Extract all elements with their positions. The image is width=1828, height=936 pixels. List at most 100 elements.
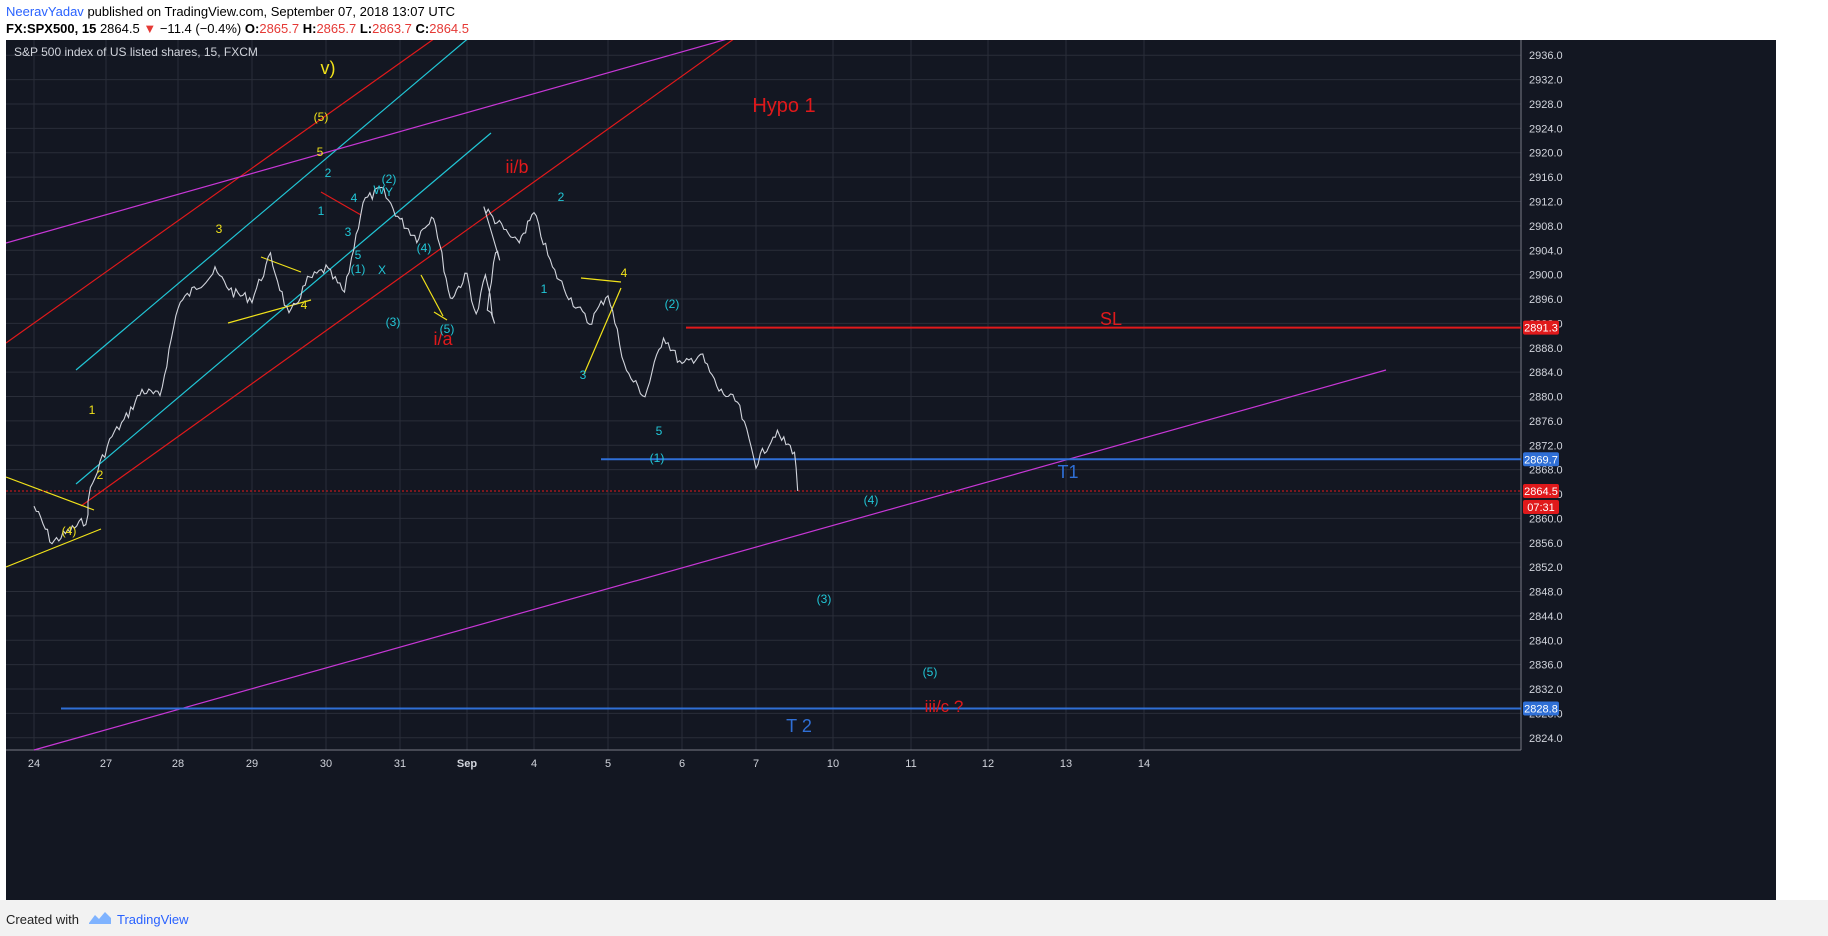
wave-annotation: (2) [665,297,680,311]
price-label-box [1523,499,1559,514]
y-tick-label: 2904.0 [1529,245,1563,257]
y-tick-label: 2884.0 [1529,367,1563,379]
high-value: 2865.7 [316,21,357,36]
wave-annotation: 5 [317,145,324,159]
wave-annotation: 3 [216,222,223,236]
wave-annotation: v) [321,58,336,78]
magenta-line-lower [33,369,1387,751]
close-value: 2864.5 [429,21,469,36]
y-tick-label: 2832.0 [1529,684,1563,696]
y-tick-label: 2836.0 [1529,660,1563,672]
y-tick-label: 2936.0 [1529,50,1563,62]
cyan-channel-upper [75,35,472,371]
y-tick-label: 2920.0 [1529,148,1563,160]
x-tick-label: 24 [28,758,40,770]
low-value: 2863.7 [372,21,412,36]
y-tick-label: 2852.0 [1529,562,1563,574]
x-tick-label: 7 [753,758,759,770]
level-label-t1: T1 [1057,462,1078,482]
wave-annotation: (4) [62,524,77,538]
yellow-wedge-3a [580,277,622,283]
high-label: H: [302,21,317,36]
x-tick-label: 4 [531,758,537,770]
wave-annotation: (4) [864,493,879,507]
red-channel-lower [80,35,739,507]
wave-annotation: (1) [650,451,665,465]
wave-annotation: (2) [382,172,397,186]
wave-annotation: 2 [325,166,332,180]
chart-area[interactable]: 2824.02828.02832.02836.02840.02844.02848… [5,35,1776,900]
wave-annotation: ii/b [505,157,528,177]
price-chart[interactable]: 2824.02828.02832.02836.02840.02844.02848… [5,35,1776,900]
price-label-box [1523,701,1559,716]
x-tick-label: 27 [100,758,112,770]
price-label-box [1523,483,1559,498]
y-tick-label: 2924.0 [1529,123,1563,135]
wave-annotation: 1 [541,282,548,296]
wave-annotation: Hypo 1 [752,95,815,117]
price-label: 2828.8 [1524,704,1558,716]
wave-annotation: (3) [386,315,401,329]
yellow-wedge-1a [5,476,95,511]
y-tick-label: 2840.0 [1529,635,1563,647]
wave-annotation: 3 [345,225,352,239]
y-tick-label: 2856.0 [1529,538,1563,550]
wave-annotation: i/a [433,329,453,349]
y-tick-label: 2932.0 [1529,75,1563,87]
x-tick-label: 5 [605,758,611,770]
price-label-box [1523,452,1559,467]
level-label-t2: T 2 [786,716,812,736]
wave-annotation: 4 [621,266,628,280]
open-value: 2865.7 [259,21,300,36]
price-label: 2891.3 [1524,323,1558,335]
red-short-segment [320,191,362,216]
wave-annotation: 2 [558,190,565,204]
tradingview-brand-link[interactable]: TradingView [117,912,189,927]
wave-annotation: (1) [351,262,366,276]
wave-annotation: Y [385,185,393,199]
price-label: 2869.7 [1524,454,1558,466]
author-link[interactable]: NeeravYadav [6,4,84,19]
wave-annotation: (5) [923,665,938,679]
y-tick-label: 2868.0 [1529,465,1563,477]
yellow-wedge-3b [583,287,622,375]
open-label: O: [244,21,260,36]
price-change: −11.4 (−0.4%) [159,21,242,36]
chart-header: NeeravYadav published on TradingView.com… [0,0,1828,40]
publish-info: published on TradingView.com, September … [87,4,456,19]
down-arrow-icon: ▼ [143,21,157,36]
level-label-sl: SL [1100,309,1122,329]
x-tick-label: 12 [982,758,994,770]
x-tick-label: 14 [1138,758,1150,770]
wave-annotation: W [373,183,385,197]
chart-title: S&P 500 index of US listed shares, 15, F… [14,45,258,59]
wave-annotation: 2 [97,468,104,482]
last-price: 2864.5 [99,21,140,36]
price-label: 2864.5 [1524,486,1558,498]
y-tick-label: 2928.0 [1529,99,1563,111]
y-tick-label: 2900.0 [1529,270,1563,282]
y-tick-label: 2916.0 [1529,172,1563,184]
yellow-wedge-1b [5,528,102,568]
footer: Created with TradingView [0,900,1828,936]
y-tick-label: 2888.0 [1529,343,1563,355]
low-label: L: [359,21,373,36]
wave-annotation: (3) [817,592,832,606]
wave-annotation: (4) [417,241,432,255]
y-tick-label: 2824.0 [1529,733,1563,745]
wave-annotation: (5) [314,110,329,124]
x-tick-label: 28 [172,758,184,770]
x-tick-label: 30 [320,758,332,770]
yellow-triangle-b [227,299,312,324]
y-tick-label: 2872.0 [1529,440,1563,452]
wave-annotation: 1 [318,204,325,218]
price-label: 07:31 [1527,502,1555,514]
wave-annotation: (5) [440,322,455,336]
symbol-label: FX:SPX500, 15 [6,21,97,36]
wave-annotation: 5 [355,248,362,262]
red-channel-upper [5,35,439,344]
magenta-line-upper [5,35,739,244]
x-tick-label: 6 [679,758,685,770]
cyan-channel-lower [75,132,492,485]
wave-annotation: 3 [580,368,587,382]
